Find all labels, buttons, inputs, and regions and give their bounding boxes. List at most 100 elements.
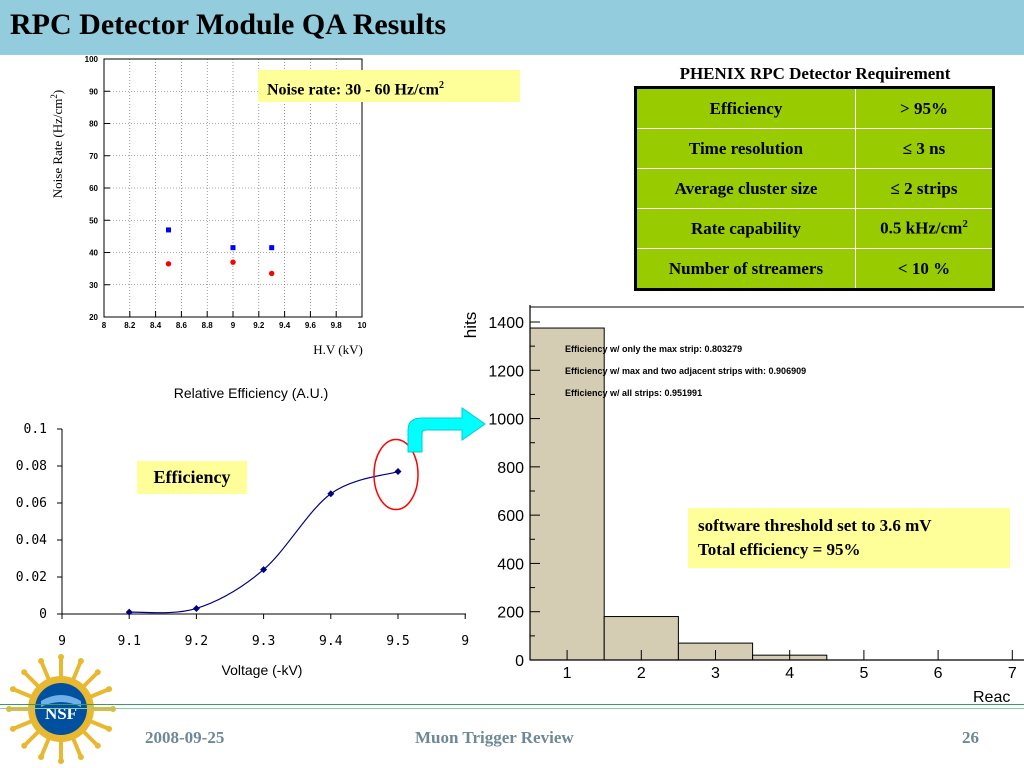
efficiency-ticks: 0 0.02 0.04 0.06 0.08 0.1 9 9.1 9.2 9.3 9.4 9.5 9 <box>16 422 469 649</box>
noise-x-tick-label: 9.4 <box>279 321 291 330</box>
requirement-row: Number of streamers < 10 % <box>635 248 994 290</box>
noise-y-tick-label: 50 <box>89 216 98 225</box>
histogram-ticks: 0 200 400 600 800 1000 1200 1400 1 2 3 4 5 6 7 <box>488 315 1016 682</box>
efficiency-x-tick-label: 9 <box>58 634 66 649</box>
efficiency-x-tick-label: 9 <box>461 634 469 649</box>
logo-ray-tip <box>110 706 116 712</box>
requirement-value: > 95% <box>855 87 994 129</box>
logo-ray <box>22 728 42 748</box>
requirement-value-text: < 10 % <box>897 258 951 278</box>
efficiency-x-tick-label: 9.2 <box>185 634 208 649</box>
requirement-table-title: PHENIX RPC Detector Requirement <box>679 64 951 83</box>
highlight-circle <box>373 438 419 511</box>
noise-rate-superscript: 2 <box>438 80 444 91</box>
footer-center-text: Muon Trigger Review <box>415 728 574 747</box>
pointer-arrow-icon <box>407 407 486 453</box>
noise-x-tick-label: 10 <box>358 321 367 330</box>
requirement-name: Rate capability <box>635 208 856 249</box>
logo-ray <box>80 670 100 690</box>
histogram-y-tick-label: 1400 <box>488 315 524 332</box>
efficiency-annotation-text: Efficiency <box>153 467 231 487</box>
noise-point-square <box>269 245 275 251</box>
noise-y-tick-label: 30 <box>89 281 98 290</box>
title-bar: RPC Detector Module QA Results <box>0 0 1024 55</box>
noise-y-tick-label: 40 <box>89 249 98 258</box>
noise-x-tick-label: 8 <box>102 321 107 330</box>
logo-ray-tip <box>21 742 28 749</box>
histogram-y-tick-label: 1000 <box>488 412 524 429</box>
logo-ray-tip <box>6 706 12 712</box>
noise-y-tick-label: 90 <box>89 87 98 96</box>
noise-point-square <box>230 245 236 251</box>
nsf-logo: NSF <box>6 654 116 764</box>
requirement-value: 0.5 kHz/cm2 <box>855 208 994 249</box>
histogram-axes <box>529 305 1024 661</box>
logo-ray-tip <box>94 742 101 749</box>
noise-rate-chart: 8 8.2 8.4 8.6 8.8 9 9.2 9.4 9.6 9.8 10 20 30 40 50 60 70… <box>49 55 367 357</box>
histogram-y-tick-label: 1200 <box>488 363 524 380</box>
noise-y-tick-label: 20 <box>89 313 98 322</box>
requirement-name: Number of streamers <box>635 248 856 290</box>
noise-x-tick-label: 9 <box>231 321 236 330</box>
noise-y-axis-label-close: ) <box>50 90 65 94</box>
efficiency-points <box>125 468 402 616</box>
histogram-x-tick-label: 1 <box>563 665 572 682</box>
efficiency-annotation: Efficiency <box>137 461 247 494</box>
logo-text: NSF <box>45 704 77 723</box>
histogram-stat-line: Efficiency w/ all strips: 0.951991 <box>565 388 702 398</box>
efficiency-y-tick-label: 0.1 <box>24 422 47 437</box>
footer-date: 2008-09-25 <box>145 728 225 747</box>
efficiency-x-tick-label: 9.3 <box>252 634 275 649</box>
logo-ray <box>87 687 110 700</box>
slide-title: RPC Detector Module QA Results <box>10 8 447 41</box>
histogram-stats: Efficiency w/ only the max strip: 0.8032… <box>565 344 806 398</box>
histogram-y-tick-label: 800 <box>497 460 524 477</box>
noise-x-axis-label: H.V (kV) <box>313 342 363 357</box>
noise-y-tick-label: 100 <box>85 55 99 64</box>
requirement-name: Average cluster size <box>635 168 856 209</box>
threshold-annotation: software threshold set to 3.6 mV Total e… <box>688 508 1010 568</box>
histogram-bar <box>529 327 605 661</box>
logo-ray <box>87 718 110 731</box>
relative-efficiency-chart: 0 0.02 0.04 0.06 0.08 0.1 9 9.1 9.2 9.3 9.4 9.5 9 Re… <box>16 385 469 678</box>
requirement-value-text: 0.5 kHz/cm <box>880 218 963 238</box>
requirement-row: Efficiency > 95% <box>635 87 994 129</box>
logo-ray-tip <box>9 725 16 732</box>
histogram-x-tick-label: 7 <box>1008 665 1017 682</box>
logo-ray <box>12 687 35 700</box>
requirement-row: Time resolution ≤ 3 ns <box>635 128 994 169</box>
requirement-value-text: > 95% <box>900 98 948 118</box>
histogram-y-axis-label: hits <box>461 312 480 338</box>
requirement-value-text: ≤ 3 ns <box>902 138 946 158</box>
noise-x-tick-label: 9.2 <box>253 321 265 330</box>
efficiency-y-tick-label: 0.04 <box>16 533 47 548</box>
noise-rate-annotation: Noise rate: 30 - 60 Hz/cm2 <box>258 70 520 102</box>
noise-y-axis-label: Noise Rate (Hz/cm2) <box>49 90 65 198</box>
requirement-name: Time resolution <box>635 128 856 169</box>
requirement-value-sup: 2 <box>962 218 968 231</box>
hits-histogram-chart: 0 200 400 600 800 1000 1200 1400 1 2 3 4 5 6 7 Efficie… <box>461 305 1024 705</box>
efficiency-point <box>125 608 133 616</box>
noise-point-circle <box>165 261 172 267</box>
efficiency-y-tick-label: 0 <box>39 607 47 622</box>
efficiency-point <box>394 468 402 476</box>
efficiency-x-tick-label: 9.5 <box>386 634 409 649</box>
threshold-line-1: software threshold set to 3.6 mV <box>698 516 932 535</box>
footer-line-bottom <box>0 708 1024 709</box>
logo-ray-tip <box>94 669 101 676</box>
efficiency-y-tick-label: 0.08 <box>16 459 47 474</box>
requirement-row: Rate capability 0.5 kHz/cm2 <box>635 208 994 249</box>
histogram-y-tick-label: 400 <box>497 556 524 573</box>
logo-ray <box>39 735 52 758</box>
noise-y-axis-label-sup: 2 <box>49 94 59 99</box>
logo-ray <box>70 660 83 683</box>
noise-y-tick-label: 80 <box>89 120 98 129</box>
logo-ray-tip <box>77 657 84 664</box>
histogram-x-tick-label: 5 <box>859 665 868 682</box>
noise-x-tick-label: 8.6 <box>176 321 188 330</box>
efficiency-point <box>260 566 268 574</box>
noise-x-tick-label: 9.8 <box>331 321 343 330</box>
histogram-y-tick-label: 0 <box>515 653 524 670</box>
efficiency-y-tick-label: 0.06 <box>16 496 47 511</box>
logo-ray <box>80 728 100 748</box>
